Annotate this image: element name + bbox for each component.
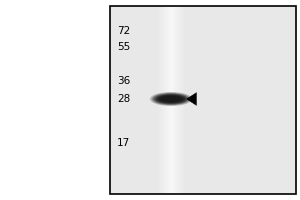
Bar (171, 7, 172, 193)
Bar (177, 7, 178, 193)
Bar (174, 7, 175, 193)
Bar (163, 7, 164, 193)
Text: 17: 17 (117, 138, 130, 148)
Polygon shape (187, 93, 196, 105)
Ellipse shape (154, 94, 188, 104)
Ellipse shape (152, 93, 190, 105)
Bar (170, 7, 171, 193)
Bar (162, 7, 163, 193)
Bar (110, 6, 296, 194)
Bar (182, 7, 183, 193)
Bar (180, 7, 181, 193)
Bar (184, 7, 185, 193)
Bar (168, 7, 169, 193)
Bar (159, 7, 160, 193)
Bar (158, 7, 160, 193)
Ellipse shape (150, 92, 192, 106)
Bar (183, 7, 184, 193)
Bar (158, 7, 184, 193)
Text: 36: 36 (117, 76, 130, 86)
Bar (178, 7, 179, 193)
Bar (172, 7, 173, 193)
Bar (167, 7, 169, 193)
Bar (179, 7, 180, 193)
Ellipse shape (158, 95, 184, 103)
Ellipse shape (160, 96, 182, 102)
Bar (160, 7, 161, 193)
Bar (166, 7, 167, 193)
Text: 55: 55 (117, 42, 130, 52)
Bar (161, 7, 162, 193)
Ellipse shape (156, 95, 186, 103)
Text: 28: 28 (117, 94, 130, 104)
Bar (164, 7, 165, 193)
Bar (173, 7, 174, 193)
Bar (181, 7, 182, 193)
Bar (169, 7, 170, 193)
Bar (158, 7, 159, 193)
Bar (176, 7, 177, 193)
Bar (167, 7, 168, 193)
Bar (176, 7, 178, 193)
Text: 72: 72 (117, 26, 130, 36)
Bar (165, 7, 166, 193)
Bar (175, 7, 176, 193)
